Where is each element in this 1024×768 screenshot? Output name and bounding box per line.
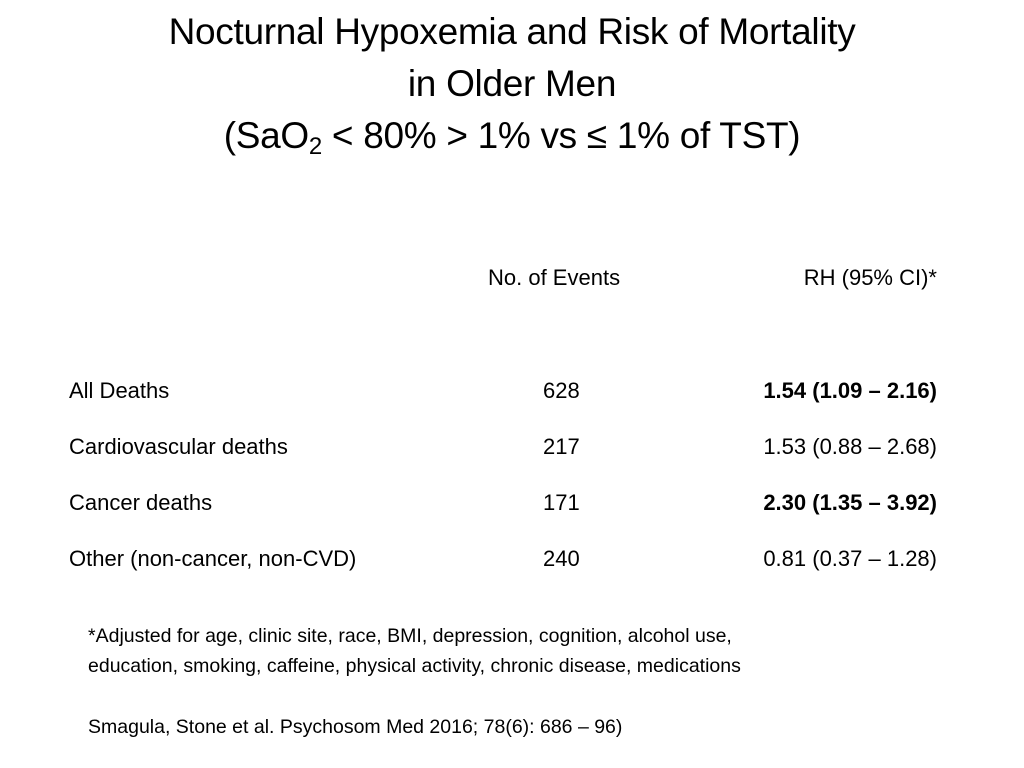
row-rh-all-deaths: 1.54 (1.09 – 2.16): [763, 378, 937, 403]
footnote: *Adjusted for age, clinic site, race, BM…: [88, 621, 968, 681]
title-line-2: in Older Men: [407, 63, 617, 104]
title-subscript: 2: [308, 133, 322, 160]
row-events-cardiovascular-deaths: 217: [543, 434, 580, 459]
row-rh-cardiovascular-deaths: 1.53 (0.88 – 2.68): [763, 434, 937, 459]
row-rh-other: 0.81 (0.37 – 1.28): [763, 546, 937, 571]
title-line-1: Nocturnal Hypoxemia and Risk of Mortalit…: [168, 11, 856, 52]
footnote-line-1: *Adjusted for age, clinic site, race, BM…: [88, 625, 732, 647]
column-header-rh: RH (95% CI)*: [803, 265, 937, 290]
row-events-cancer-deaths: 171: [543, 490, 580, 515]
title-line-3-suffix: < 80% > 1% vs ≤ 1% of TST): [321, 115, 801, 156]
slide-title: Nocturnal Hypoxemia and Risk of Mortalit…: [0, 6, 1024, 162]
row-events-all-deaths: 628: [543, 378, 580, 403]
citation: Smagula, Stone et al. Psychosom Med 2016…: [88, 716, 623, 738]
column-header-events: No. of Events: [488, 265, 621, 290]
row-rh-cancer-deaths: 2.30 (1.35 – 3.92): [763, 490, 937, 515]
row-events-other: 240: [543, 546, 580, 571]
row-label-cancer-deaths: Cancer deaths: [69, 490, 213, 515]
footnote-line-2: education, smoking, caffeine, physical a…: [88, 655, 741, 677]
title-line-3: (SaO2 < 80% > 1% vs ≤ 1% of TST): [0, 110, 1024, 162]
row-label-cardiovascular-deaths: Cardiovascular deaths: [69, 434, 288, 459]
row-label-other: Other (non-cancer, non-CVD): [69, 546, 357, 571]
title-line-3-prefix: (SaO: [223, 115, 309, 156]
row-label-all-deaths: All Deaths: [69, 378, 170, 403]
